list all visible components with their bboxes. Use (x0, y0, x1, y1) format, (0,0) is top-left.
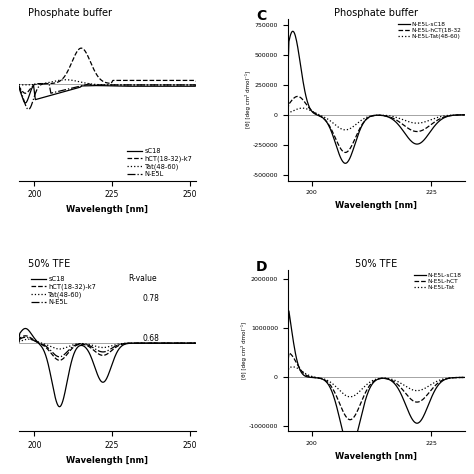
Title: 50% TFE: 50% TFE (355, 259, 397, 269)
X-axis label: Wavelength [nm]: Wavelength [nm] (335, 201, 417, 210)
Y-axis label: [θ] [deg cm² dmol⁻¹]: [θ] [deg cm² dmol⁻¹] (245, 71, 251, 128)
Text: 0.68: 0.68 (143, 334, 160, 343)
Legend: N-E5L-sC18, N-E5L-hCT, N-E5L-Tat: N-E5L-sC18, N-E5L-hCT, N-E5L-Tat (414, 273, 462, 290)
Text: Phosphate buffer: Phosphate buffer (28, 8, 112, 18)
X-axis label: Wavelength [nm]: Wavelength [nm] (66, 205, 148, 214)
Text: D: D (256, 260, 267, 274)
X-axis label: Wavelength [nm]: Wavelength [nm] (66, 456, 148, 465)
Legend: sC18, hCT(18-32)-k7, Tat(48-60), N-E5L: sC18, hCT(18-32)-k7, Tat(48-60), N-E5L (127, 148, 192, 177)
Y-axis label: [θ] [deg cm² dmol⁻¹]: [θ] [deg cm² dmol⁻¹] (241, 322, 247, 379)
Text: R-value: R-value (128, 274, 157, 283)
Title: Phosphate buffer: Phosphate buffer (334, 8, 418, 18)
Legend: sC18, hCT(18-32)-k7, Tat(48-60), N-E5L: sC18, hCT(18-32)-k7, Tat(48-60), N-E5L (31, 276, 96, 305)
Legend: N-E5L-sC18, N-E5L-hCT(18-32, N-E5L-Tat(48-60): N-E5L-sC18, N-E5L-hCT(18-32, N-E5L-Tat(4… (398, 22, 462, 39)
X-axis label: Wavelength [nm]: Wavelength [nm] (335, 452, 417, 461)
Text: 50% TFE: 50% TFE (28, 259, 70, 269)
Text: 0.78: 0.78 (143, 294, 160, 303)
Text: C: C (256, 9, 266, 23)
